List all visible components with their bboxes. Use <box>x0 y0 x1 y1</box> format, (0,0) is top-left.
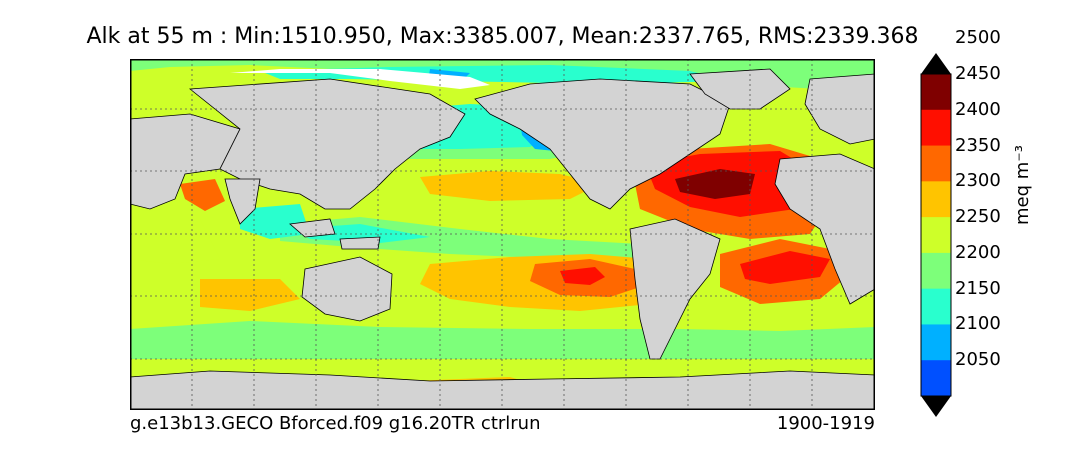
colorbar-tick-label: 2300 <box>955 170 1001 192</box>
contour-io-2350 <box>200 279 300 311</box>
land <box>130 68 875 410</box>
colorbar-frame <box>920 73 952 397</box>
contour-satl-2450 <box>740 251 830 284</box>
colorbar-bin <box>921 217 951 254</box>
sea-ice-blank <box>230 69 490 89</box>
colorbar-bin <box>921 145 951 182</box>
colorbar-tick-label: 2200 <box>955 241 1001 263</box>
contour-spac-2450 <box>560 267 605 285</box>
map-frame <box>130 59 875 410</box>
contour-io-2300 <box>130 219 220 264</box>
contour-natl-2500 <box>675 169 755 199</box>
colorbar-tick-label: 2150 <box>955 277 1001 299</box>
year-range: 1900-1919 <box>776 413 875 434</box>
colorbar-tick-label: 2350 <box>955 134 1001 156</box>
colorbar-bin <box>921 181 951 218</box>
colorbar-tick-label: 2500 <box>955 27 1001 49</box>
colorbar-extend-min <box>921 396 951 417</box>
contour-arctic-2250 <box>130 59 875 99</box>
plot-title: Alk at 55 m : Min:1510.950, Max:3385.007… <box>86 24 919 49</box>
colorbar-bin <box>921 324 951 361</box>
colorbar-bin <box>921 74 951 111</box>
colorbar-bin <box>921 109 951 147</box>
colorbar-tick-label: 2050 <box>955 349 1001 371</box>
colorbar-extend-max <box>921 53 951 74</box>
case-name: g.e13b13.GECO Bforced.f09 g16.20TR ctrlr… <box>130 413 541 434</box>
colorbar-tick-label: 2450 <box>955 63 1001 84</box>
alkalinity-map <box>130 59 875 410</box>
colorbar-tick-label: 2250 <box>955 206 1001 228</box>
contour-so-2300 <box>130 359 875 377</box>
contour-nsub-2350 <box>420 171 600 201</box>
contour-arab-2400 <box>180 179 225 211</box>
colorbar-tick-label: 2100 <box>955 313 1001 335</box>
graticule <box>130 59 875 410</box>
colorbar-tick-label: 2400 <box>955 98 1001 120</box>
colorbar-bin <box>921 360 951 397</box>
colorbar <box>918 52 954 422</box>
colorbar-units-label: meq m⁻³ <box>1012 144 1033 225</box>
colorbar-bin <box>921 252 951 290</box>
colorbar-bin <box>921 288 951 325</box>
contour-bob-2200 <box>240 204 310 239</box>
